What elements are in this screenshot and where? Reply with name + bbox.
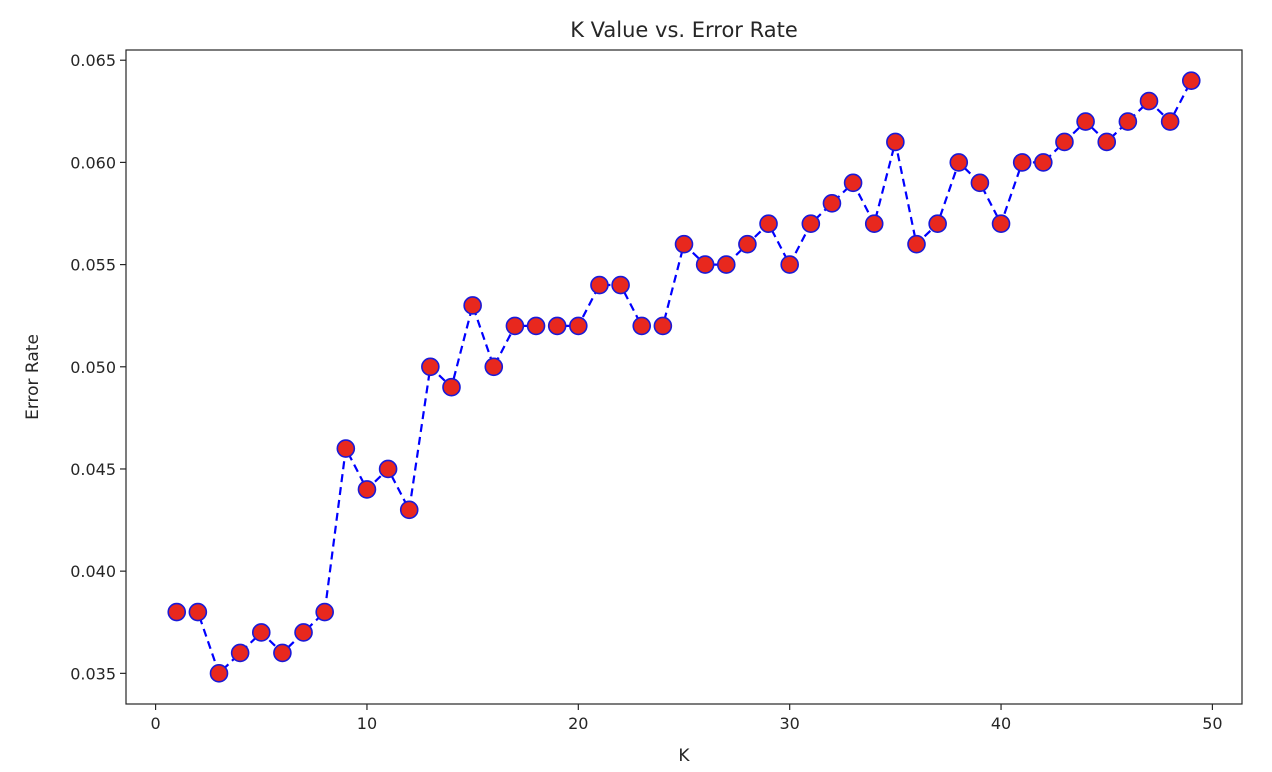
data-point	[716, 255, 736, 274]
data-point	[1055, 132, 1074, 152]
data-point	[632, 316, 652, 336]
y-tick-label: 0.040	[70, 562, 116, 581]
data-point	[1181, 71, 1201, 90]
x-tick-label: 20	[568, 714, 588, 733]
data-point	[864, 214, 884, 234]
data-point	[315, 602, 334, 622]
y-tick-label: 0.035	[70, 664, 116, 683]
data-point	[399, 500, 419, 520]
x-tick-label: 30	[780, 714, 800, 733]
y-tick-label: 0.055	[70, 256, 116, 275]
data-point	[1160, 112, 1180, 131]
data-point	[674, 234, 694, 254]
data-point	[801, 214, 821, 234]
x-axis-ticks: 0 10 20 30 40 50	[150, 704, 1223, 733]
data-point	[357, 480, 377, 499]
data-point	[1118, 112, 1138, 131]
data-point	[1139, 91, 1159, 111]
data-point	[822, 193, 842, 213]
data-point	[484, 357, 504, 377]
data-point	[378, 459, 398, 479]
chart-title: K Value vs. Error Rate	[570, 18, 798, 42]
x-axis-label: K	[678, 746, 690, 766]
series-error-rate	[167, 71, 1201, 683]
y-tick-label: 0.045	[70, 460, 116, 479]
data-point	[167, 602, 187, 622]
data-point	[1034, 153, 1053, 172]
plot-area	[126, 50, 1242, 704]
data-point	[611, 275, 630, 295]
data-point	[336, 439, 356, 458]
data-point	[251, 623, 271, 642]
data-point	[759, 214, 778, 234]
data-point	[653, 316, 673, 336]
data-point	[273, 643, 292, 663]
data-point	[1012, 153, 1032, 172]
data-point	[886, 132, 905, 152]
data-point	[970, 173, 990, 193]
x-tick-label: 40	[991, 714, 1011, 733]
data-point	[209, 664, 229, 683]
data-point	[1076, 112, 1095, 131]
y-tick-label: 0.050	[70, 358, 116, 377]
data-point	[738, 234, 757, 254]
x-tick-label: 10	[357, 714, 377, 733]
y-tick-label: 0.060	[70, 153, 116, 172]
data-point	[442, 377, 461, 397]
data-point	[569, 316, 588, 336]
data-point	[928, 214, 947, 234]
data-point	[526, 316, 546, 336]
x-tick-label: 50	[1202, 714, 1222, 733]
data-point	[949, 153, 969, 172]
data-point	[230, 643, 250, 663]
data-point	[1097, 132, 1117, 152]
y-tick-label: 0.065	[70, 51, 116, 70]
y-axis-label: Error Rate	[23, 334, 43, 420]
data-point	[463, 296, 482, 315]
data-point	[780, 255, 799, 274]
data-point	[843, 173, 863, 193]
data-point	[421, 357, 440, 377]
data-point	[907, 234, 926, 254]
data-point	[505, 316, 525, 336]
x-tick-label: 0	[150, 714, 160, 733]
y-axis-ticks: 0.035 0.040 0.045 0.050 0.055 0.060 0.065	[70, 51, 126, 683]
plot-frame	[125, 49, 1243, 705]
data-point	[590, 275, 609, 295]
data-point	[188, 602, 208, 622]
data-point	[294, 623, 313, 642]
data-point	[991, 214, 1011, 234]
data-point	[695, 255, 715, 274]
data-point	[547, 316, 567, 336]
